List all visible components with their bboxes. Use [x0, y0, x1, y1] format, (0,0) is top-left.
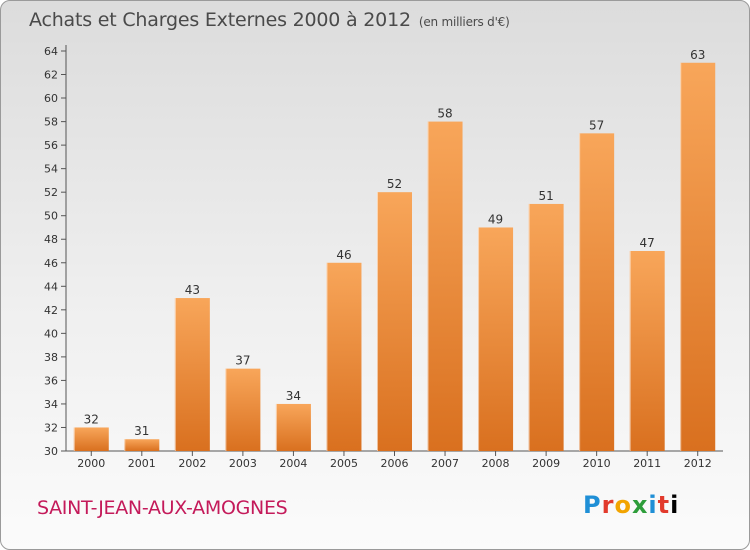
- proxiti-logo: Proxiti: [583, 491, 680, 519]
- x-tick-label-2000: 2000: [77, 457, 105, 470]
- bar-2000: [73, 427, 109, 451]
- data-label-2003: 37: [235, 354, 250, 368]
- x-tick-label-2004: 2004: [279, 457, 307, 470]
- data-label-2012: 63: [690, 48, 705, 62]
- chart-title: Achats et Charges Externes 2000 à 2012 (e…: [29, 9, 510, 31]
- x-tick-label-2010: 2010: [583, 457, 611, 470]
- x-tick-label-2002: 2002: [178, 457, 206, 470]
- y-tick-label: 32: [44, 421, 58, 434]
- y-tick-label: 64: [44, 45, 58, 58]
- bar-2004: [275, 403, 311, 451]
- bar-2008: [478, 227, 514, 451]
- commune-name: SAINT-JEAN-AUX-AMOGNES: [37, 497, 288, 519]
- y-tick-label: 50: [44, 210, 58, 223]
- bar-2002: [174, 298, 210, 451]
- bar-2009: [528, 203, 564, 451]
- y-tick-label: 30: [44, 445, 58, 458]
- chart-title-text: Achats et Charges Externes 2000 à 2012: [29, 9, 411, 31]
- data-label-2006: 52: [387, 177, 402, 191]
- x-tick-label-2012: 2012: [684, 457, 712, 470]
- x-tick-label-2009: 2009: [532, 457, 560, 470]
- y-tick-label: 42: [44, 304, 58, 317]
- y-tick-label: 44: [44, 280, 58, 293]
- y-tick-label: 56: [44, 139, 58, 152]
- chart-unit: (en milliers d'€): [418, 15, 510, 29]
- data-label-2007: 58: [437, 107, 452, 121]
- data-label-2010: 57: [589, 118, 604, 132]
- y-tick-label: 34: [44, 398, 58, 411]
- bar-2011: [629, 251, 665, 451]
- x-tick-label-2003: 2003: [229, 457, 257, 470]
- data-label-2000: 32: [84, 412, 99, 426]
- x-tick-label-2011: 2011: [633, 457, 661, 470]
- data-label-2008: 49: [488, 212, 503, 226]
- bar-2005: [326, 262, 362, 451]
- bar-2001: [124, 439, 160, 451]
- data-label-2011: 47: [640, 236, 655, 250]
- x-tick-label-2007: 2007: [431, 457, 459, 470]
- x-tick-label-2008: 2008: [482, 457, 510, 470]
- data-label-2005: 46: [336, 248, 351, 262]
- y-tick-label: 40: [44, 327, 58, 340]
- bar-2006: [377, 192, 412, 452]
- data-label-2009: 51: [538, 189, 553, 203]
- data-label-2004: 34: [286, 389, 301, 403]
- x-tick-label-2006: 2006: [381, 457, 409, 470]
- y-tick-label: 38: [44, 351, 58, 364]
- y-tick-label: 60: [44, 92, 58, 105]
- y-tick-label: 58: [44, 116, 58, 129]
- y-tick-label: 48: [44, 233, 58, 246]
- bar-2007: [427, 121, 463, 452]
- data-label-2002: 43: [185, 283, 200, 297]
- y-tick-label: 54: [44, 163, 58, 176]
- y-tick-label: 52: [44, 186, 58, 199]
- x-tick-label-2005: 2005: [330, 457, 358, 470]
- bar-2003: [225, 368, 261, 451]
- bar-2012: [680, 62, 716, 451]
- data-label-2001: 31: [134, 424, 149, 438]
- bar-2010: [579, 133, 615, 451]
- x-tick-label-2001: 2001: [128, 457, 156, 470]
- y-tick-label: 46: [44, 257, 58, 270]
- y-tick-label: 62: [44, 69, 58, 82]
- y-tick-label: 36: [44, 374, 58, 387]
